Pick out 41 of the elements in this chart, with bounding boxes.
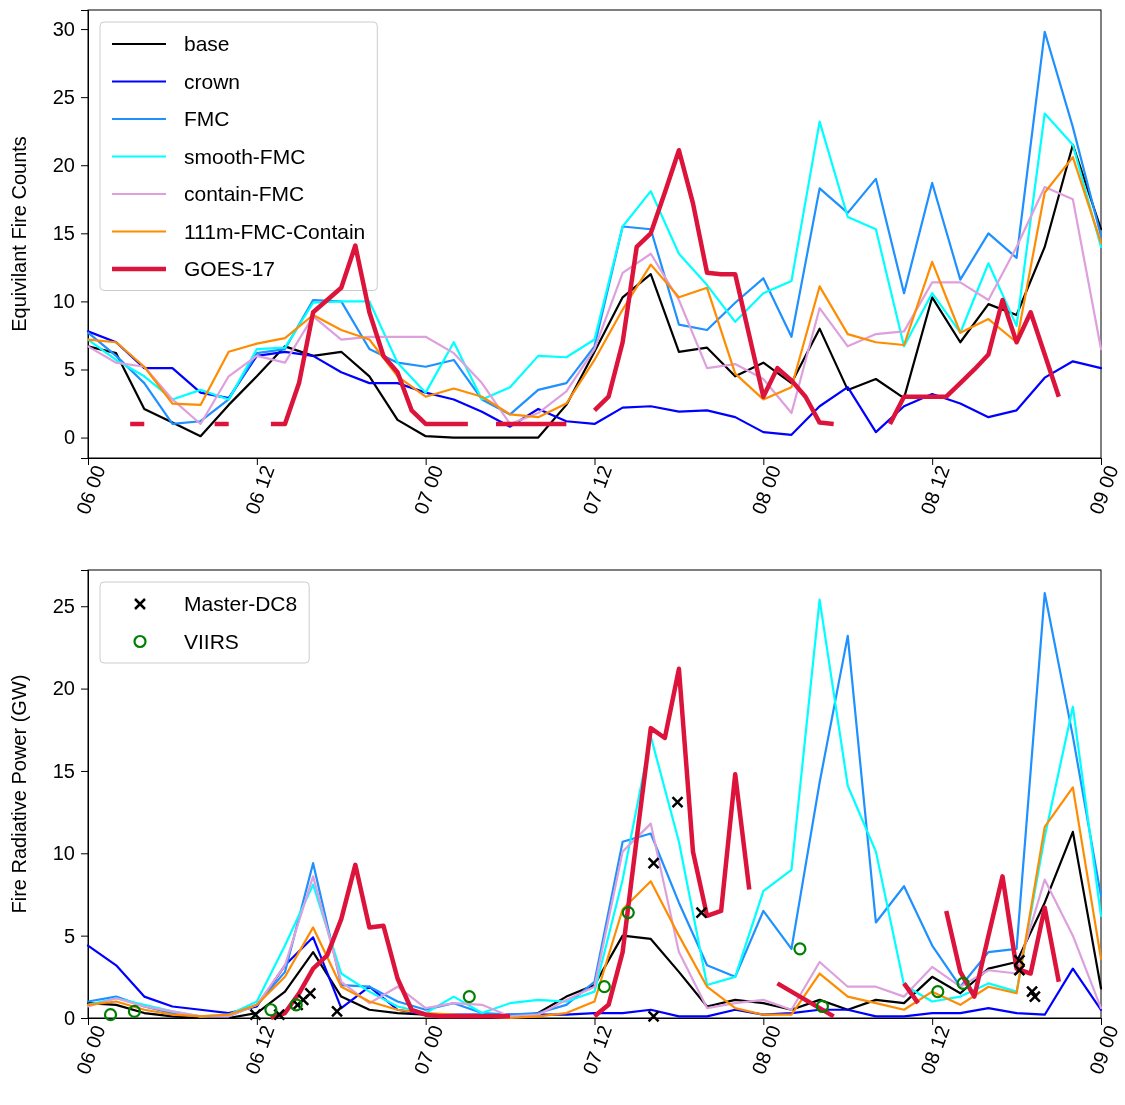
y-tick-label: 0 (63, 426, 75, 449)
x-tick-label: 06 12 (240, 462, 279, 518)
legend-label: FMC (184, 107, 230, 131)
line-series (86, 330, 1103, 436)
legend-label: VIIRS (184, 629, 239, 653)
y-axis-title: Equivilant Fire Counts (8, 136, 30, 332)
y-tick-label: 25 (52, 595, 75, 618)
legend-label: GOES-17 (184, 257, 276, 281)
y-tick-label: 15 (52, 222, 75, 245)
y-tick-label: 10 (52, 290, 75, 313)
x-tick-label: 08 00 (747, 462, 786, 518)
y-tick-label: 30 (52, 17, 75, 40)
y-tick-label: 10 (52, 842, 75, 865)
x-tick-label: 07 12 (578, 462, 617, 518)
y-tick-label: 5 (63, 358, 75, 381)
y-tick-label: 15 (52, 759, 75, 782)
line-series (86, 786, 1103, 1020)
x-tick-label: 07 12 (578, 1022, 617, 1078)
y-tick-label: 0 (63, 1006, 75, 1029)
y-tick-label: 20 (52, 154, 75, 177)
x-tick-label: 08 12 (916, 462, 954, 518)
x-tick-label: 07 00 (409, 462, 448, 518)
x-tick-label: 06 12 (240, 1022, 279, 1078)
legend-label: base (184, 32, 230, 56)
x-tick-label: 06 00 (71, 462, 110, 518)
x-tick-label: 08 00 (747, 1022, 786, 1078)
line-series (86, 30, 1103, 426)
legend-label: crown (184, 69, 241, 93)
y-tick-label: 5 (63, 924, 75, 947)
x-tick-label: 08 12 (916, 1022, 954, 1078)
legend-label: Master-DC8 (184, 592, 298, 616)
x-tick-label: 07 00 (409, 1022, 448, 1078)
legend-label: contain-FMC (184, 182, 305, 206)
legend-label: 111m-FMC-Contain (184, 219, 366, 243)
x-tick-label: 09 00 (1084, 462, 1123, 518)
x-tick-label: 09 00 (1084, 1022, 1123, 1078)
legend-label: smooth-FMC (184, 144, 306, 168)
y-tick-label: 20 (52, 677, 75, 700)
y-axis-title: Fire Radiative Power (GW) (8, 674, 30, 914)
y-tick-label: 25 (52, 86, 75, 109)
line-series (86, 112, 1103, 401)
